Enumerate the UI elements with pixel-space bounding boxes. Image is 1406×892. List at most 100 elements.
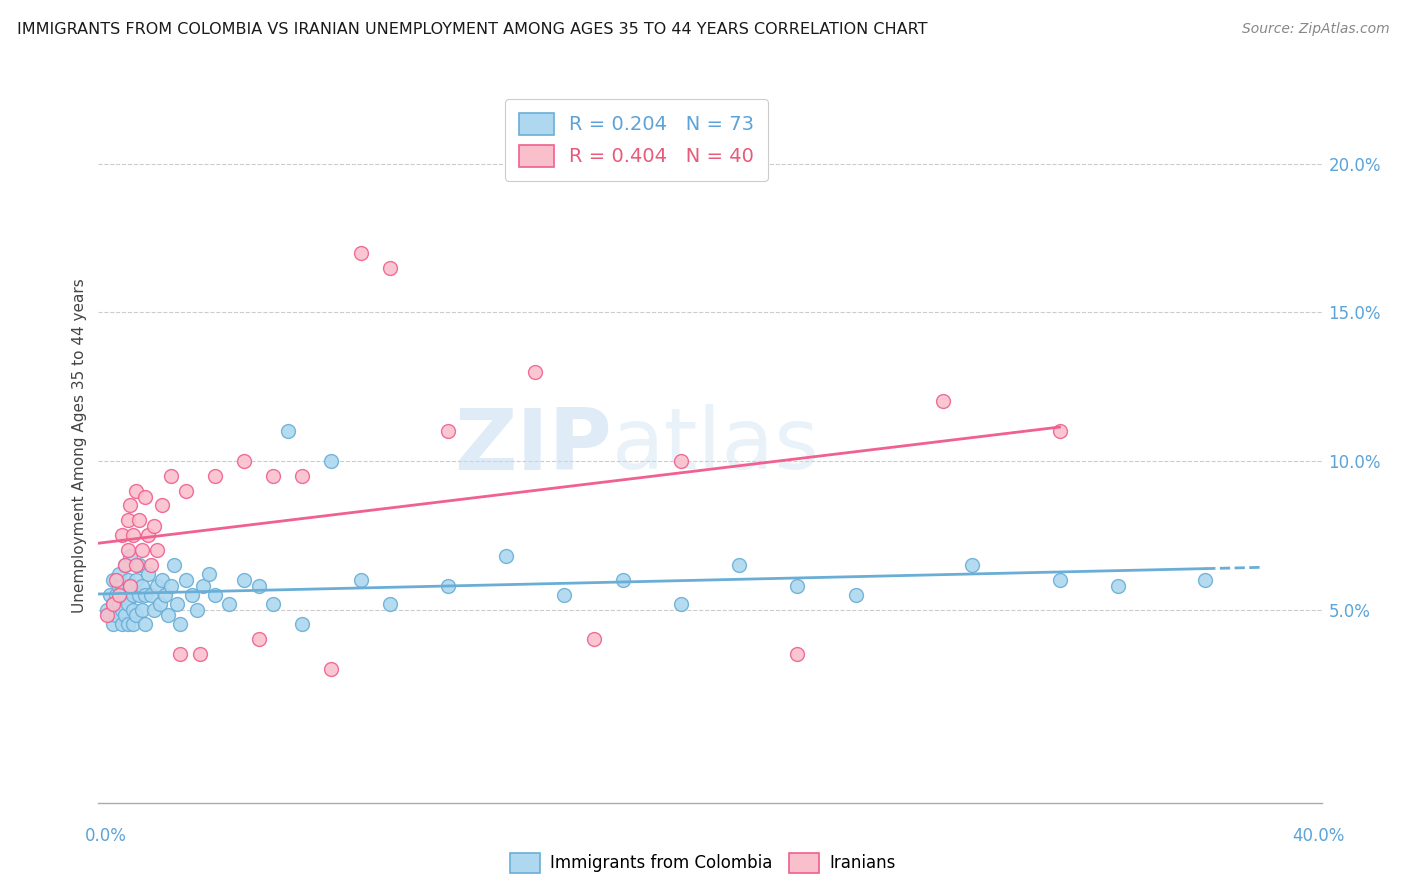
Point (786, 579, 808, 593)
Point (101, 617, 124, 632)
Point (247, 632, 270, 647)
Point (495, 549, 517, 563)
Point (437, 579, 460, 593)
Point (139, 558, 162, 572)
Point (117, 513, 139, 527)
Point (291, 468, 314, 483)
Point (233, 454, 256, 468)
Y-axis label: Unemployment Among Ages 35 to 44 years: Unemployment Among Ages 35 to 44 years (72, 278, 87, 614)
Point (111, 602, 134, 616)
Point (1049, 424, 1071, 438)
Point (142, 602, 165, 616)
Point (188, 647, 212, 661)
Point (262, 468, 284, 483)
Point (262, 597, 284, 611)
Point (114, 558, 136, 572)
Point (125, 608, 148, 623)
Point (186, 602, 208, 616)
Legend: R = 0.204   N = 73, R = 0.404   N = 40: R = 0.204 N = 73, R = 0.404 N = 40 (505, 99, 768, 181)
Point (163, 558, 186, 572)
Point (120, 499, 142, 513)
Point (134, 490, 156, 504)
Point (136, 528, 159, 542)
Point (233, 573, 256, 587)
Point (122, 602, 145, 616)
Point (669, 597, 692, 611)
Point (108, 579, 131, 593)
Point (145, 543, 167, 558)
Point (120, 579, 142, 593)
Point (96, 602, 118, 616)
Text: 40.0%: 40.0% (1292, 827, 1346, 845)
Point (122, 528, 145, 542)
Point (101, 597, 124, 611)
Point (114, 588, 136, 602)
Text: 0.0%: 0.0% (84, 827, 127, 845)
Point (134, 617, 156, 632)
Point (117, 597, 139, 611)
Point (96, 608, 118, 623)
Point (218, 597, 240, 611)
Point (786, 647, 808, 661)
Point (104, 608, 127, 623)
Point (160, 468, 183, 483)
Text: atlas: atlas (612, 404, 820, 488)
Point (152, 499, 174, 513)
Point (437, 424, 460, 438)
Point (128, 588, 150, 602)
Point (145, 579, 167, 593)
Point (120, 579, 142, 593)
Point (349, 245, 371, 260)
Point (101, 597, 124, 611)
Point (152, 573, 174, 587)
Point (553, 588, 575, 602)
Point (247, 579, 270, 593)
Point (1107, 579, 1129, 593)
Point (157, 608, 180, 623)
Point (155, 588, 177, 602)
Point (193, 579, 215, 593)
Point (122, 617, 145, 632)
Point (277, 424, 299, 438)
Point (139, 588, 162, 602)
Point (136, 566, 159, 581)
Point (174, 483, 197, 498)
Point (104, 588, 127, 602)
Point (122, 588, 145, 602)
Point (117, 573, 139, 587)
Point (98, 588, 121, 602)
Point (845, 588, 868, 602)
Point (108, 597, 131, 611)
Point (349, 573, 371, 587)
Point (960, 558, 983, 572)
Point (169, 647, 191, 661)
Point (582, 632, 605, 647)
Legend: Immigrants from Colombia, Iranians: Immigrants from Colombia, Iranians (503, 847, 903, 880)
Point (114, 558, 136, 572)
Point (104, 573, 127, 587)
Point (114, 608, 136, 623)
Point (1049, 573, 1071, 587)
Text: ZIP: ZIP (454, 404, 612, 488)
Point (728, 558, 751, 572)
Point (160, 579, 183, 593)
Point (131, 602, 153, 616)
Point (204, 588, 226, 602)
Point (111, 617, 134, 632)
Point (142, 519, 165, 533)
Point (524, 365, 547, 379)
Point (108, 588, 131, 602)
Point (104, 602, 127, 616)
Point (128, 513, 150, 527)
Point (180, 588, 202, 602)
Point (612, 573, 634, 587)
Point (321, 662, 343, 676)
Point (111, 528, 134, 542)
Point (131, 543, 153, 558)
Point (117, 617, 139, 632)
Point (101, 573, 124, 587)
Text: Source: ZipAtlas.com: Source: ZipAtlas.com (1241, 22, 1389, 37)
Point (174, 573, 197, 587)
Point (149, 597, 172, 611)
Point (128, 558, 150, 572)
